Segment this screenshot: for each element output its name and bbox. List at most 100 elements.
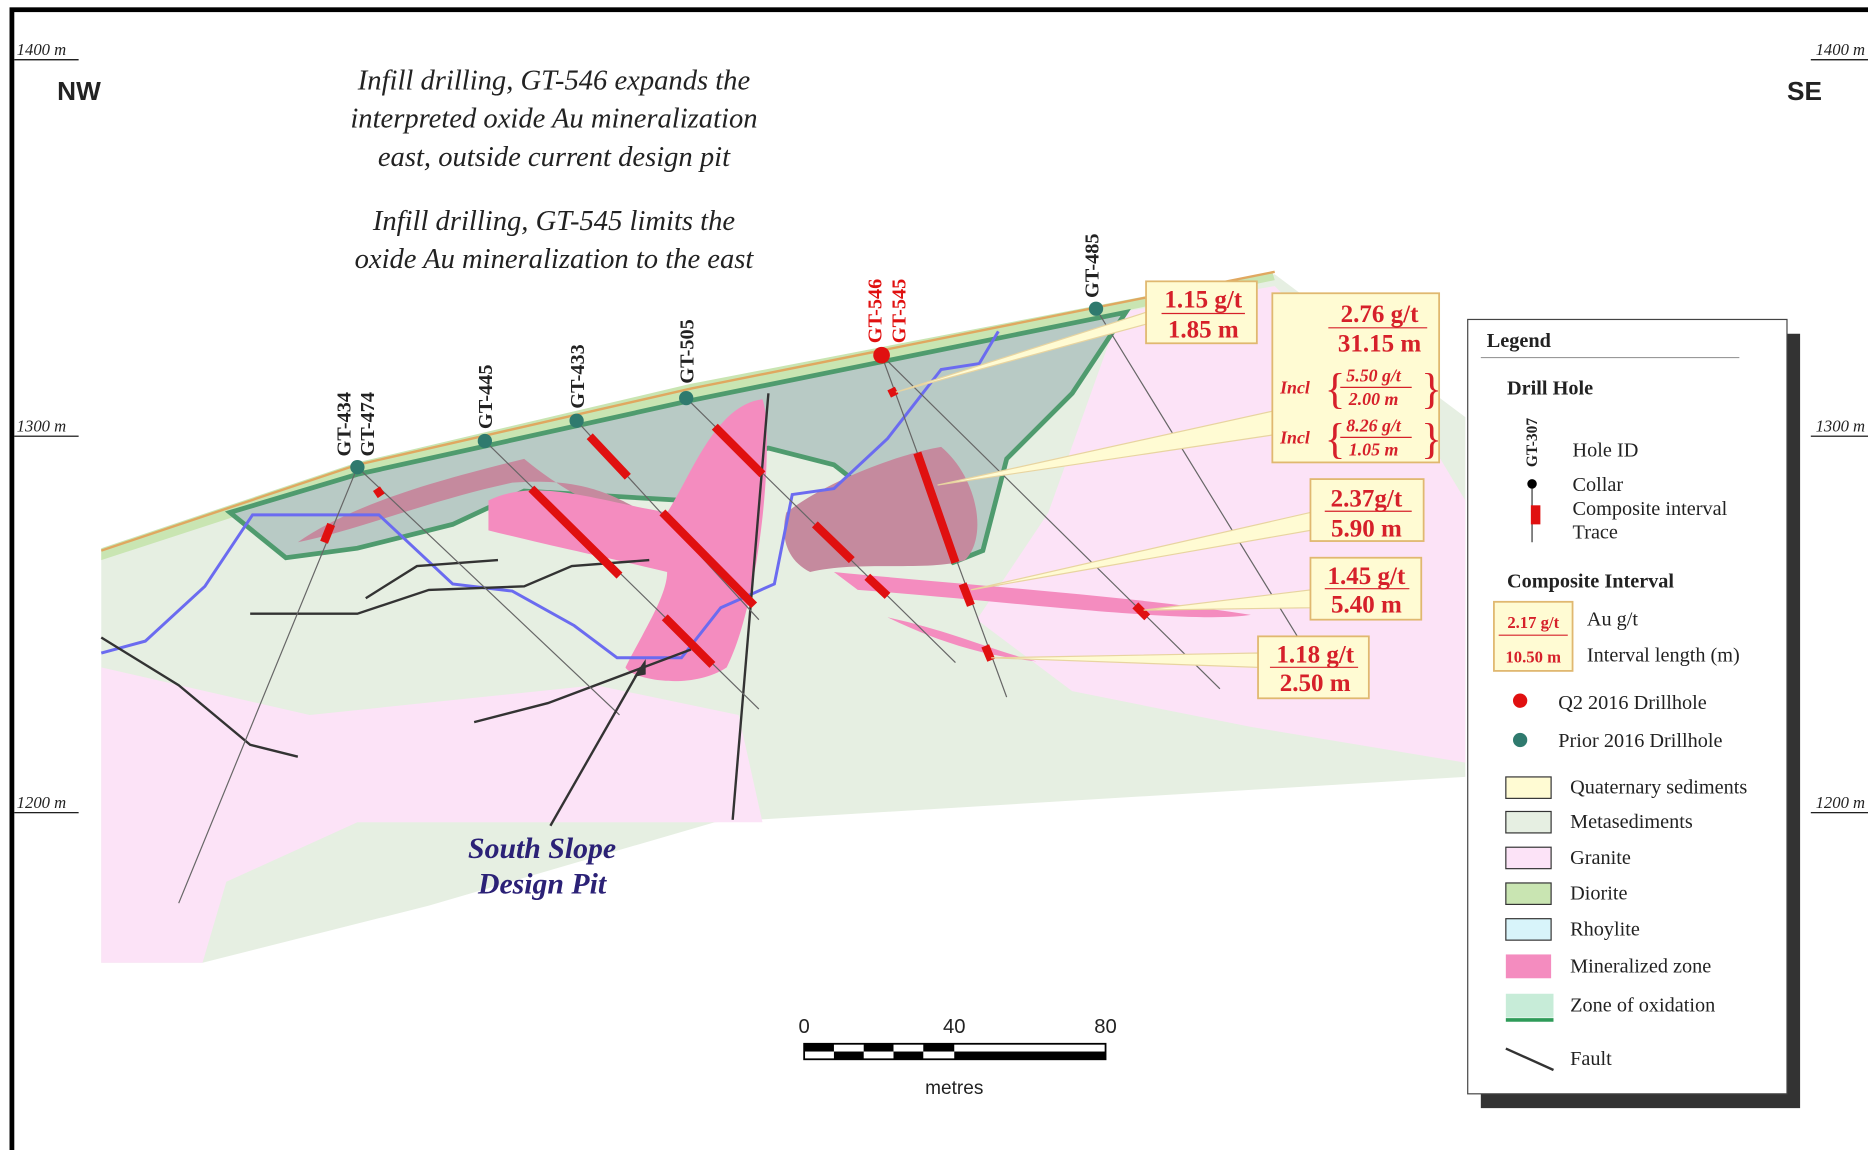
scale-tick: 80 [1094, 1016, 1117, 1038]
scale-seg [833, 1051, 864, 1060]
trace [356, 466, 620, 716]
legend-collar [1527, 479, 1537, 489]
legend-item: Prior 2016 Drillhole [1558, 730, 1722, 752]
swatch [1505, 882, 1552, 905]
length: 2.50 m [1280, 670, 1351, 697]
scale-seg [804, 1043, 834, 1052]
legend-hole-id: GT-307 [1524, 418, 1541, 468]
legend-grade: 2.17 g/t [1507, 613, 1559, 632]
scale-tick: 40 [943, 1016, 966, 1038]
pit-label: Design Pit [477, 868, 608, 901]
brace: } [1421, 416, 1442, 463]
swatch [1505, 846, 1552, 870]
interval [913, 451, 960, 564]
annotation: interpreted oxide Au mineralization [350, 104, 757, 135]
annotation: east, outside current design pit [378, 142, 731, 173]
legend-item: Diorite [1570, 883, 1627, 905]
mineralized-zone [488, 399, 767, 682]
swatch [1505, 954, 1552, 979]
grade: 1.45 g/t [1328, 563, 1406, 590]
swatch [1505, 810, 1552, 834]
fault [100, 636, 299, 758]
length: 1.05 m [1349, 439, 1399, 459]
annotation: Infill drilling, GT-545 limits the [372, 206, 736, 237]
interval [864, 573, 891, 599]
elev-label: 1300 m [17, 416, 67, 435]
fault [365, 558, 499, 600]
hole-id: GT-485 [1081, 233, 1103, 298]
interval [1132, 602, 1151, 621]
annotation: oxide Au mineralization to the east [355, 244, 755, 275]
mineralized-zone [833, 572, 1251, 618]
trace [484, 440, 760, 710]
hole-id: GT-505 [676, 319, 698, 384]
legend-item: Fault [1570, 1048, 1612, 1070]
legend-title: Legend [1487, 330, 1552, 352]
legend-collar [1512, 732, 1528, 748]
interval [661, 614, 716, 668]
brace: } [1421, 366, 1442, 413]
interval [586, 433, 631, 480]
callout [1309, 478, 1425, 542]
elev-label: 1200 m [17, 793, 67, 812]
interval [372, 486, 385, 499]
elevations: 1400 m 1300 m 1200 m 1400 m 1300 m 1200 … [14, 40, 1868, 814]
legend-item: Metasediments [1570, 811, 1693, 833]
collar [477, 433, 493, 449]
granite [101, 667, 763, 963]
legend-item: Composite interval [1573, 498, 1728, 520]
hole-id: GT-445 [475, 365, 497, 430]
swatch [1505, 776, 1552, 799]
fault [250, 558, 650, 615]
legend-item: Interval length (m) [1587, 644, 1740, 666]
direction: SE [1787, 76, 1822, 106]
grade: 8.26 g/t [1346, 415, 1402, 435]
interval [528, 485, 623, 579]
collar [679, 390, 694, 406]
collar [1088, 301, 1104, 316]
scale-tick: 0 [799, 1016, 810, 1038]
hole-id: GT-474 [357, 392, 379, 457]
direction: NW [57, 76, 101, 106]
swatch [1505, 993, 1554, 1018]
legend-item: Q2 2016 Drillhole [1558, 692, 1706, 714]
interval [887, 386, 899, 398]
elev-label: 1300 m [1816, 416, 1866, 435]
interval [711, 423, 766, 478]
elev-label: 1400 m [17, 40, 67, 59]
brace: { [1325, 366, 1346, 413]
legend-item: Quaternary sediments [1570, 777, 1747, 799]
collar [873, 346, 890, 364]
legend-item: Mineralized zone [1570, 955, 1711, 977]
design-pit [100, 330, 1000, 660]
mineralized-zone [887, 617, 1037, 662]
scale-seg [954, 1051, 1106, 1060]
grade: 1.18 g/t [1276, 642, 1354, 669]
trace [881, 354, 1221, 690]
annotation: Infill drilling, GT-546 expands the [357, 66, 751, 97]
length: 1.85 m [1168, 316, 1239, 343]
interval [981, 644, 996, 662]
hole-id: GT-546 [865, 279, 887, 344]
interval [811, 521, 855, 564]
scale-unit: metres [925, 1078, 983, 1099]
legend-collar [1512, 693, 1528, 708]
length: 5.40 m [1331, 592, 1402, 619]
scale-seg [923, 1043, 955, 1052]
legend-length: 10.50 m [1505, 648, 1561, 667]
legend-item: Rhoylite [1570, 918, 1640, 940]
elev-label: 1200 m [1816, 793, 1866, 812]
incl: Incl [1279, 427, 1310, 447]
fault [473, 648, 692, 724]
incl: Incl [1279, 377, 1310, 397]
pit-arrow [549, 666, 642, 827]
quaternary [100, 270, 1275, 552]
scale-bar: 0 40 80 metres [799, 1016, 1117, 1099]
legend-heading: Drill Hole [1507, 378, 1593, 400]
interval [659, 509, 758, 609]
legend-interval [1530, 505, 1541, 525]
legend-item: Zone of oxidation [1570, 995, 1715, 1017]
interval [958, 582, 975, 607]
grade: 2.37g/t [1331, 485, 1403, 512]
callout [1271, 292, 1441, 464]
